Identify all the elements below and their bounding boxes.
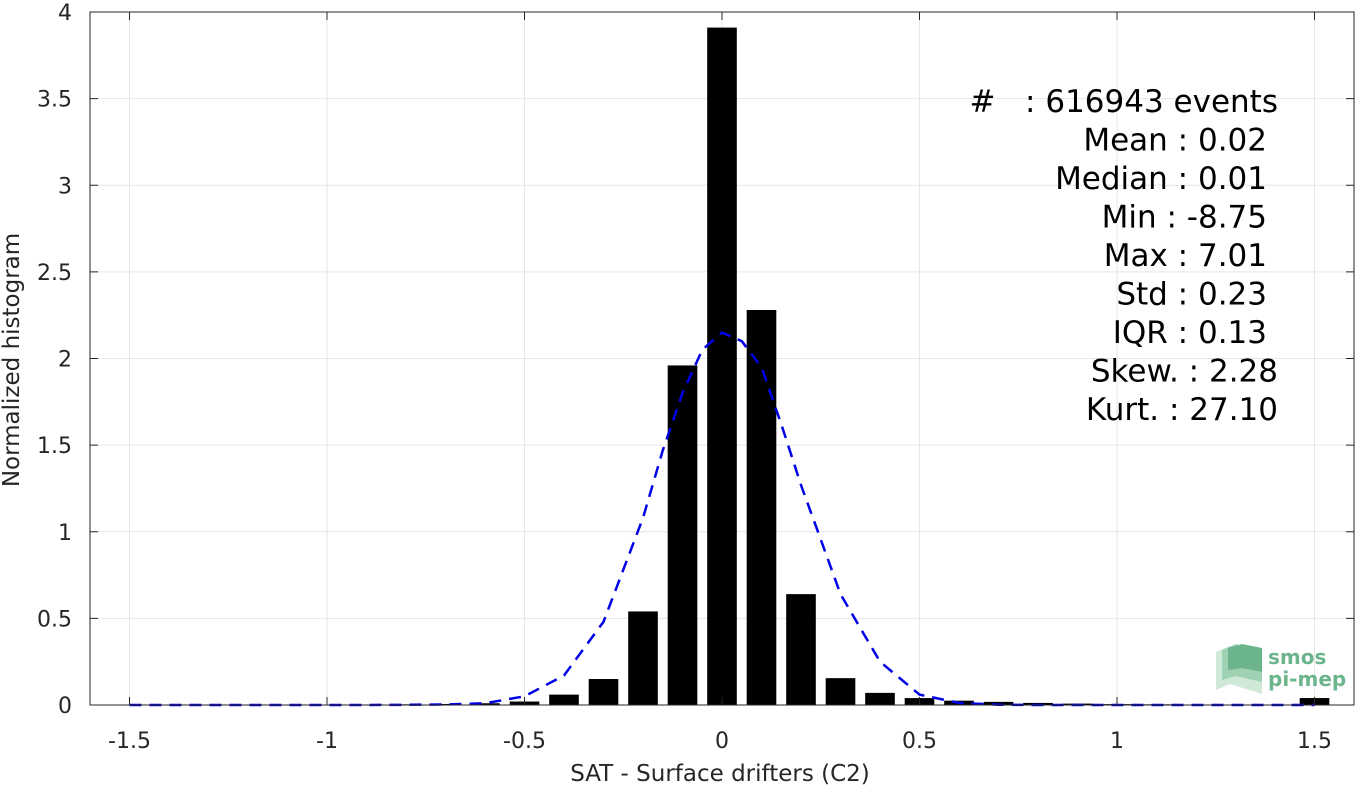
histogram-bars bbox=[114, 27, 1330, 706]
stats-line: Mean : 0.02 bbox=[1083, 123, 1267, 159]
logo-text-pi-mep: pi-mep bbox=[1268, 667, 1346, 691]
stats-line: Max : 7.01 bbox=[1104, 238, 1267, 274]
y-tick-label: 2.5 bbox=[37, 261, 72, 286]
smos-pi-mep-logo: smos pi-mep bbox=[1216, 644, 1346, 694]
y-tick-label: 0.5 bbox=[37, 607, 72, 632]
stats-line: Min : -8.75 bbox=[1102, 200, 1267, 236]
y-tick-label: 3.5 bbox=[37, 88, 72, 113]
histogram-bar bbox=[983, 701, 1014, 705]
histogram-bar bbox=[628, 611, 658, 705]
x-tick-label: -0.5 bbox=[503, 729, 546, 754]
stats-line: Median : 0.01 bbox=[1055, 161, 1267, 197]
y-axis-label: Normalized histogram bbox=[0, 233, 25, 487]
stats-line: Kurt. : 27.10 bbox=[1086, 392, 1278, 428]
y-tick-label: 3 bbox=[58, 174, 72, 199]
y-tick-labels: 0 0.5 1 1.5 2 2.5 3 3.5 4 bbox=[37, 1, 72, 719]
histogram-bar bbox=[707, 27, 737, 705]
y-tick-label: 1 bbox=[58, 521, 72, 546]
histogram-bar bbox=[825, 678, 856, 705]
logo-icon bbox=[1216, 644, 1262, 694]
stats-line: Skew. : 2.28 bbox=[1091, 354, 1278, 390]
histogram-bar bbox=[865, 692, 895, 705]
stats-line: IQR : 0.13 bbox=[1113, 315, 1267, 351]
histogram-bar bbox=[786, 594, 816, 705]
y-tick-label: 2 bbox=[58, 348, 72, 373]
histogram-bar bbox=[746, 309, 777, 705]
y-tick-label: 4 bbox=[58, 1, 72, 26]
x-tick-label: 0.5 bbox=[902, 729, 937, 754]
stats-line: Std : 0.23 bbox=[1116, 277, 1267, 313]
histogram-bar bbox=[430, 703, 461, 705]
y-tick-label: 0 bbox=[58, 694, 72, 719]
logo-text-smos: smos bbox=[1268, 645, 1326, 669]
x-tick-label: 1.5 bbox=[1297, 729, 1332, 754]
x-tick-label: -1 bbox=[316, 729, 338, 754]
x-tick-label: -1.5 bbox=[108, 729, 151, 754]
histogram-bar bbox=[588, 679, 619, 705]
axis-ticks bbox=[90, 11, 1354, 706]
histogram-bar bbox=[549, 694, 579, 705]
x-tick-label: 0 bbox=[715, 729, 729, 754]
histogram-bar bbox=[470, 703, 500, 705]
x-tick-label: 1 bbox=[1110, 729, 1124, 754]
y-tick-label: 1.5 bbox=[37, 434, 72, 459]
stats-line: # : 616943 events bbox=[970, 84, 1278, 120]
x-tick-labels: -1.5 -1 -0.5 0 0.5 1 1.5 bbox=[108, 729, 1332, 754]
x-axis-label: SAT - Surface drifters (C2) bbox=[570, 761, 870, 785]
histogram-bar bbox=[667, 365, 698, 705]
